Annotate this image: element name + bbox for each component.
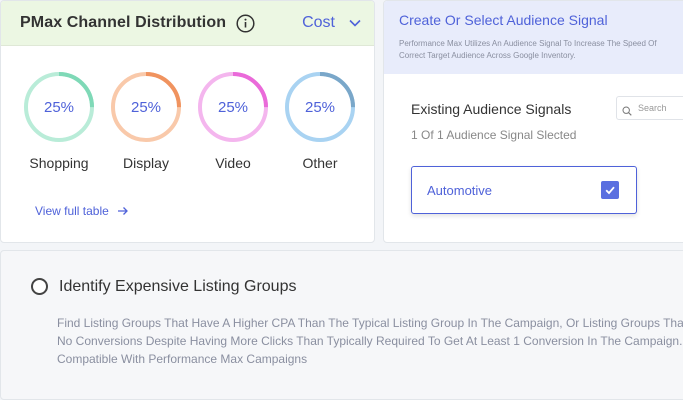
listing-groups-description-line: No Conversions Despite Having More Click…: [57, 334, 683, 348]
metric-label: Cost: [302, 14, 335, 31]
checkbox-checked-icon[interactable]: [601, 181, 619, 199]
view-link-label: View full table: [35, 204, 109, 218]
audience-card-header: Create Or Select Audience Signal Perform…: [384, 1, 683, 74]
audience-description: Performance Max Utilizes An Audience Sig…: [399, 38, 683, 62]
audience-description-line: Performance Max Utilizes An Audience Sig…: [399, 39, 657, 48]
chevron-down-icon: [348, 16, 362, 30]
channel-card-title: PMax Channel Distribution: [20, 14, 227, 31]
signal-search-box[interactable]: [616, 96, 683, 120]
channel-label: Shopping: [29, 155, 89, 171]
expensive-listing-groups-card: Identify Expensive Listing Groups Find L…: [0, 250, 683, 400]
channel-label: Other: [302, 155, 338, 171]
channel-value: 25%: [130, 98, 162, 116]
metric-dropdown[interactable]: Cost: [302, 14, 362, 32]
donut-ring: 25%: [197, 71, 269, 143]
listing-groups-description-line: Compatible With Performance Max Campaign…: [57, 352, 308, 366]
channel-value: 25%: [217, 98, 249, 116]
donut-ring: 25%: [284, 71, 356, 143]
listing-groups-radio[interactable]: [31, 278, 48, 295]
channel-item: 25% Shopping: [23, 71, 110, 171]
channel-value: 25%: [304, 98, 336, 116]
audience-description-line: Correct Target Audience Across Google In…: [399, 51, 576, 60]
info-icon[interactable]: [236, 13, 255, 33]
search-icon: [622, 103, 632, 116]
channel-item: 25% Display: [110, 71, 197, 171]
channel-item: 25% Video: [197, 71, 284, 171]
signal-label: Automotive: [427, 182, 493, 198]
channel-item: 25% Other: [284, 71, 371, 171]
listing-groups-title: Identify Expensive Listing Groups: [59, 278, 297, 295]
existing-signals-heading: Existing Audience Signals: [411, 101, 572, 117]
audience-card-title: Create Or Select Audience Signal: [399, 12, 608, 28]
audience-signal-card: Create Or Select Audience Signal Perform…: [383, 0, 683, 243]
donut-ring: 25%: [23, 71, 95, 143]
search-input[interactable]: [638, 103, 683, 113]
arrow-right-icon: [117, 205, 129, 217]
channel-card-header: PMax Channel Distribution Cost: [1, 1, 374, 46]
listing-groups-description-line: Find Listing Groups That Have A Higher C…: [57, 316, 683, 330]
listing-groups-description: Find Listing Groups That Have A Higher C…: [57, 314, 683, 368]
audience-signal-option[interactable]: Automotive: [411, 166, 637, 214]
donut-ring: 25%: [110, 71, 182, 143]
channel-distribution-card: PMax Channel Distribution Cost 25%: [0, 0, 375, 243]
channel-rings: 25% Shopping 25% Display 25% Vi: [23, 71, 371, 171]
view-full-table-link[interactable]: View full table: [35, 204, 129, 218]
channel-label: Display: [123, 155, 169, 171]
channel-value: 25%: [43, 98, 75, 116]
signal-count-text: 1 Of 1 Audience Signal Slected: [411, 128, 577, 142]
channel-label: Video: [215, 155, 251, 171]
